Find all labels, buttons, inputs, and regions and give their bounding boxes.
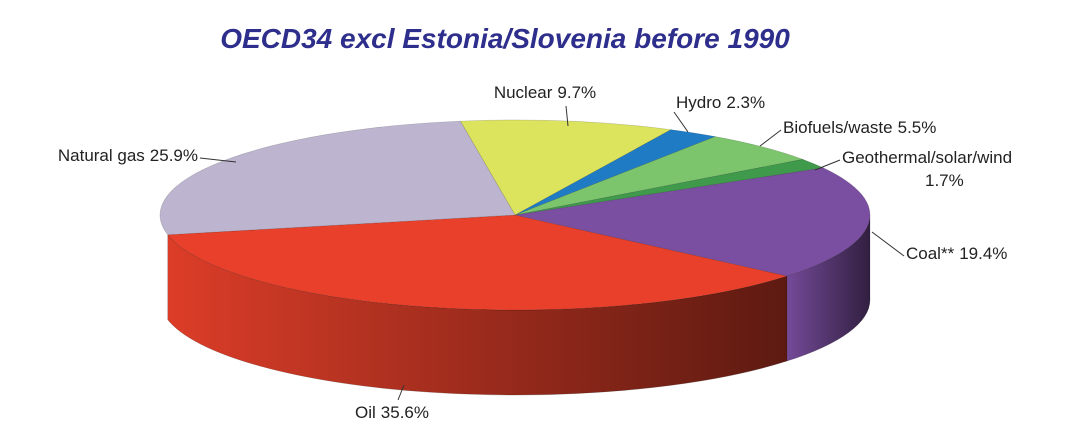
slice-label: Nuclear 9.7% [494, 83, 596, 102]
leader-line [871, 231, 905, 257]
category-label: Natural gas [58, 146, 145, 165]
leader-line [759, 129, 782, 147]
leader-line [199, 157, 237, 163]
slice-label: Geothermal/solar/wind 1.7% [842, 148, 1012, 190]
slice [514, 158, 825, 216]
slice-label: Coal** 19.4% [906, 244, 1007, 263]
slice [167, 214, 789, 311]
category-label: Geothermal/solar/wind [842, 148, 1012, 167]
leader-line [673, 111, 689, 133]
category-label: Oil [355, 403, 376, 422]
category-label: Biofuels/waste [783, 118, 893, 137]
slice [514, 129, 717, 216]
slice-label: Biofuels/waste 5.5% [783, 118, 936, 137]
slice [514, 167, 871, 277]
value-label: 25.9% [150, 146, 198, 165]
slice-label: Oil 35.6% [355, 403, 429, 422]
value-label: 5.5% [898, 118, 937, 137]
leader-line [565, 105, 569, 127]
slice [514, 136, 804, 216]
category-label: Hydro [676, 93, 721, 112]
value-label: 9.7% [557, 83, 596, 102]
chart-title: OECD34 excl Estonia/Slovenia before 1990 [220, 23, 790, 54]
value-label: 35.6% [381, 403, 429, 422]
slice [159, 120, 516, 236]
leader-line [814, 159, 841, 171]
leader-line [397, 384, 405, 401]
value-label: 1.7% [925, 171, 964, 190]
category-label: Coal** [906, 244, 955, 263]
slice-label: Hydro 2.3% [676, 93, 765, 112]
value-label: 19.4% [959, 244, 1007, 263]
slice [459, 119, 672, 216]
category-label: Nuclear [494, 83, 553, 102]
value-label: 2.3% [726, 93, 765, 112]
slice-label: Natural gas 25.9% [58, 146, 198, 165]
